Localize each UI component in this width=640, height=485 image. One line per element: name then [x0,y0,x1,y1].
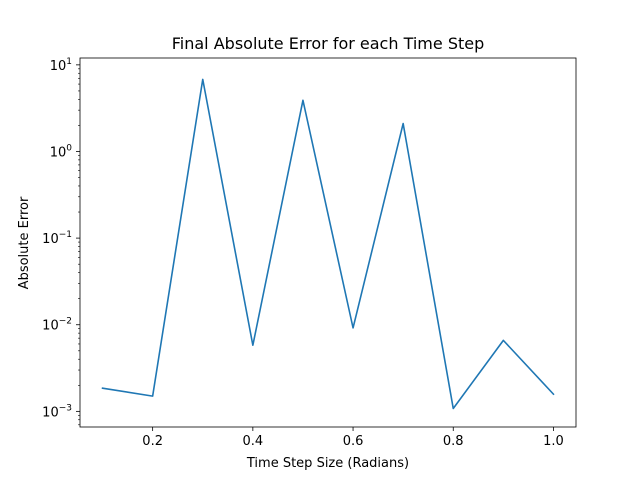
x-axis: 0.2 0.4 0.6 0.8 1.0 [142,427,564,449]
y-axis: 10−3 10−2 10−1 100 101 [42,57,80,420]
y-tick-label: 10−3 [42,403,72,420]
y-tick-label: 101 [50,57,72,74]
series-layer [101,78,555,410]
axes-frame [79,57,577,428]
plot-background [80,58,576,427]
y-axis-label: Absolute Error [17,196,32,289]
x-axis-label: Time Step Size (Radians) [246,456,409,471]
x-tick-label: 1.0 [543,434,564,449]
plot-area [80,58,576,427]
x-tick-label: 0.6 [343,434,364,449]
x-tick-label: 0.8 [443,434,464,449]
chart-title: Final Absolute Error for each Time Step [172,34,485,53]
y-tick-label: 10−2 [42,317,72,334]
series-line-1 [101,78,555,410]
y-tick-label: 100 [50,143,73,160]
x-tick-label: 0.4 [243,434,264,449]
y-tick-label: 10−1 [42,230,72,247]
x-tick-label: 0.2 [142,434,163,449]
